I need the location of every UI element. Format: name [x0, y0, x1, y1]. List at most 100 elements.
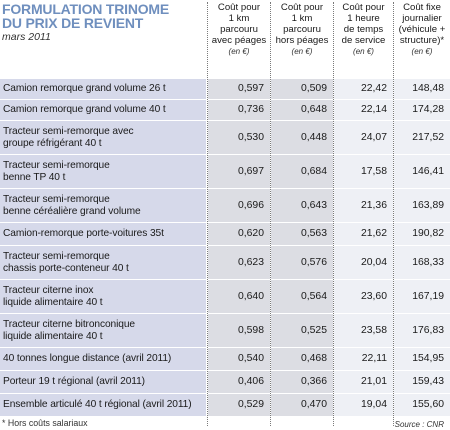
cell-value: 0,620 [237, 228, 264, 239]
cell-value: 0,597 [237, 83, 264, 94]
table-cell: 22,11 [334, 348, 393, 370]
table-cell: 0,684 [271, 155, 333, 188]
row-label: Tracteur citerne bitronconique liquide al… [0, 314, 206, 347]
cell-value: 176,83 [412, 325, 444, 336]
table-cell: 174,28 [394, 100, 450, 120]
table-title-line-1: FORMULATION TRINOME [2, 1, 170, 17]
table-cell: 0,540 [208, 348, 270, 370]
row-label-line: groupe réfrigérant 40 t [3, 138, 102, 149]
row-label-line: Camion-remorque porte-voitures 35t [3, 228, 164, 239]
cell-value: 17,58 [360, 166, 387, 177]
table-cell: 217,52 [394, 121, 450, 154]
row-label-line: Ensemble articulé 40 t régional (avril 2… [3, 399, 192, 410]
table-cell: 154,95 [394, 348, 450, 370]
row-label-line: Camion remorque grand volume 40 t [3, 104, 166, 115]
table-cell: 176,83 [394, 314, 450, 347]
row-label-line: Tracteur citerne bitronconique [3, 319, 135, 330]
row-label-line: Tracteur citerne inox [3, 285, 94, 296]
row-label: Camion remorque grand volume 26 t [0, 79, 206, 99]
row-label-line: Tracteur semi-remorque [3, 160, 110, 171]
column-unit: (en €) [353, 47, 374, 56]
cell-value: 0,643 [300, 200, 327, 211]
cell-value: 23,60 [360, 291, 387, 302]
row-label: Camion remorque grand volume 40 t [0, 100, 206, 120]
cell-value: 22,11 [361, 353, 387, 364]
row-label-line: benne céréalière grand volume [3, 206, 141, 217]
cell-value: 0,623 [237, 257, 264, 268]
row-label-line: liquide alimentaire 40 t [3, 297, 103, 308]
table-cell: 0,448 [271, 121, 333, 154]
table-cell: 22,14 [334, 100, 393, 120]
cell-value: 159,43 [412, 376, 444, 387]
table-cell: 23,58 [334, 314, 393, 347]
table-cell: 0,563 [271, 223, 333, 245]
row-label: Tracteur semi-remorque avec groupe réfrig… [0, 121, 206, 154]
cell-value: 155,60 [412, 399, 444, 410]
column-divider [333, 2, 334, 426]
cell-value: 0,564 [300, 291, 327, 302]
cell-value: 0,576 [300, 257, 327, 268]
table-row: Camion remorque grand volume 26 t 0,597 0,… [0, 79, 450, 99]
table-cell: 21,01 [334, 371, 393, 393]
column-header-cost-km-with-tolls: Coût pour 1 km parcouru avec péages (en … [208, 2, 270, 58]
row-label: Tracteur semi-remorque benne céréalière g… [0, 189, 206, 222]
table-cell: 0,525 [271, 314, 333, 347]
column-unit: (en €) [291, 47, 313, 56]
cell-value: 148,48 [412, 83, 444, 94]
row-label-line: chassis porte-conteneur 40 t [3, 263, 129, 274]
cell-value: 22,42 [360, 83, 387, 94]
cell-value: 190,82 [412, 228, 444, 239]
row-label-line: Tracteur semi-remorque avec [3, 126, 134, 137]
row-label: Tracteur semi-remorque benne TP 40 t [0, 155, 206, 188]
cell-value: 167,19 [412, 291, 444, 302]
cell-value: 24,07 [360, 132, 387, 143]
table-row: Tracteur citerne bitronconique liquide al… [0, 314, 450, 347]
table-cell: 0,620 [208, 223, 270, 245]
table-cell: 21,62 [334, 223, 393, 245]
table-row: 40 tonnes longue distance (avril 2011) 0,… [0, 348, 450, 370]
table-cell: 23,60 [334, 280, 393, 313]
cell-value: 168,33 [412, 257, 444, 268]
table-row: Tracteur semi-remorque benne céréalière g… [0, 189, 450, 222]
table-cell: 20,04 [334, 246, 393, 279]
table-cell: 0,470 [271, 394, 333, 416]
row-label: Camion-remorque porte-voitures 35t [0, 223, 206, 245]
table-title-line-2: DU PRIX DE REVIENT [2, 15, 144, 31]
cell-value: 217,52 [412, 132, 444, 143]
source-credit: Source : CNR [394, 420, 444, 429]
cell-value: 0,530 [237, 132, 264, 143]
row-label: Ensemble articulé 40 t régional (avril 2… [0, 394, 206, 416]
table-cell: 155,60 [394, 394, 450, 416]
cell-value: 0,448 [300, 132, 327, 143]
row-label: Tracteur citerne inox liquide alimentaire… [0, 280, 206, 313]
table-row: Porteur 19 t régional (avril 2011) 0,406 0… [0, 371, 450, 393]
table-cell: 0,509 [271, 79, 333, 99]
table-cell: 0,696 [208, 189, 270, 222]
cell-value: 0,640 [237, 291, 264, 302]
row-label-line: Tracteur semi-remorque [3, 251, 110, 262]
table-cell: 0,640 [208, 280, 270, 313]
table-cell: 0,597 [208, 79, 270, 99]
table-cell: 148,48 [394, 79, 450, 99]
table-row: Tracteur semi-remorque benne TP 40 t 0,697… [0, 155, 450, 188]
cell-value: 0,525 [300, 325, 327, 336]
cell-value: 21,36 [360, 200, 387, 211]
table-cell: 19,04 [334, 394, 393, 416]
column-divider [270, 2, 271, 426]
column-divider [207, 2, 208, 426]
cell-value: 0,406 [237, 376, 264, 387]
cell-value: 154,95 [412, 353, 444, 364]
column-unit: (en €) [411, 47, 433, 56]
table-row: Tracteur semi-remorque chassis porte-cont… [0, 246, 450, 279]
table-row: Tracteur semi-remorque avec groupe réfrig… [0, 121, 450, 154]
column-unit: (en €) [228, 47, 250, 56]
table-row: Ensemble articulé 40 t régional (avril 2… [0, 394, 450, 416]
column-header-cost-hour-service: Coût pour 1 heure de temps de service (e… [334, 2, 393, 58]
table-cell: 24,07 [334, 121, 393, 154]
table-cell: 21,36 [334, 189, 393, 222]
table-cell: 168,33 [394, 246, 450, 279]
table-cell: 167,19 [394, 280, 450, 313]
cell-value: 19,04 [360, 399, 387, 410]
cell-value: 0,696 [237, 200, 264, 211]
column-header-cost-km-without-tolls: Coût pour 1 km parcouru hors péages (en … [271, 2, 333, 58]
